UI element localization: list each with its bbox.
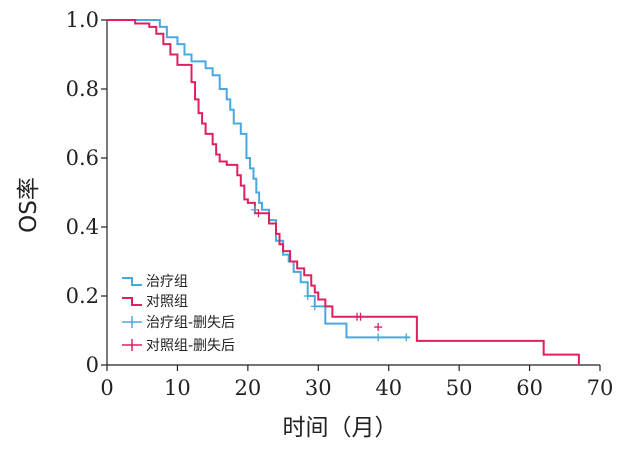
legend-label: 对照组-删失后 [146,338,235,354]
x-tick-label: 10 [164,376,191,400]
y-tick-label: 0.4 [66,215,99,239]
legend-swatch [122,339,142,351]
y-tick-label: 0.2 [66,284,99,308]
y-tick-label: 0 [86,353,99,377]
legend-swatch [122,316,142,328]
x-axis-title: 时间（月） [283,415,398,441]
y-tick-label: 1.0 [66,8,99,32]
censor-mark-treatment [374,333,383,342]
x-tick-label: 20 [234,376,261,400]
series-line-control [107,19,580,365]
axes [106,20,600,366]
censor-mark-control [356,312,365,321]
x-ticks: 0 10 20 30 40 50 60 70 [100,365,613,400]
censor-layer [250,205,411,342]
legend-label: 治疗组-删失后 [146,315,235,331]
x-tick-label: 50 [446,376,473,400]
x-tick-label: 30 [305,376,332,400]
censor-mark-treatment [303,292,312,300]
censor-mark-treatment [402,333,411,342]
censor-mark-control [374,323,383,332]
series-line-treatment [107,19,410,339]
legend-label: 对照组 [146,294,188,310]
censor-mark-control [254,209,263,218]
y-ticks: 0 0.2 0.4 0.6 0.8 1.0 [66,8,107,377]
x-tick-label: 60 [516,376,543,400]
y-tick-label: 0.6 [66,146,99,170]
x-tick-label: 70 [587,376,614,400]
x-tick-label: 0 [100,376,113,400]
x-tick-label: 40 [375,376,402,400]
series-layer [107,19,580,365]
legend-label: 治疗组 [146,274,188,290]
legend-swatch [122,297,142,306]
y-axis-title: OS率 [16,177,42,233]
censor-mark-treatment [310,302,319,311]
y-tick-label: 0.8 [66,77,99,101]
censor-mark-treatment [250,205,259,214]
legend-swatch [122,277,142,286]
